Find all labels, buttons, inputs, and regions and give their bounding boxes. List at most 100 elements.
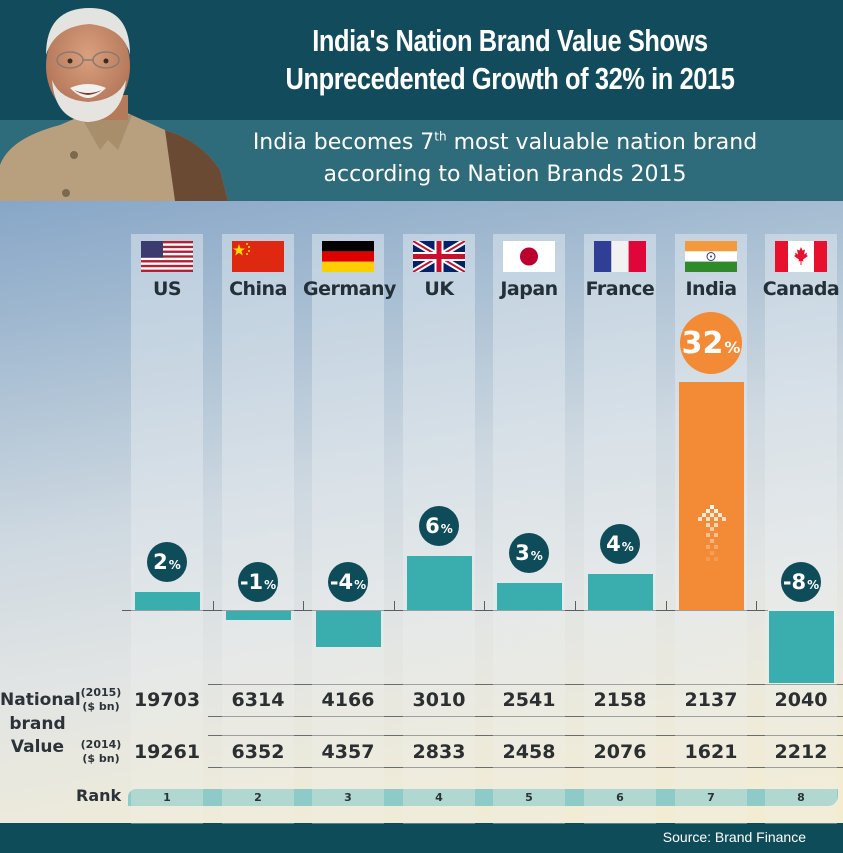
value-2015-china: 6314 xyxy=(231,689,285,711)
growth-badge-uk: 6% xyxy=(419,506,459,546)
value-2014-us: 19261 xyxy=(133,741,201,763)
country-label: Canada xyxy=(762,278,840,300)
rank-value-japan: 5 xyxy=(525,791,533,804)
rank-value-us: 1 xyxy=(163,791,171,804)
bar-canada xyxy=(769,611,834,683)
up-arrow-icon xyxy=(698,505,726,575)
country-label: US xyxy=(152,278,182,300)
portrait-image xyxy=(0,0,230,201)
rank-value-france: 6 xyxy=(616,791,624,804)
growth-value: -8 xyxy=(782,570,807,594)
unit-2015-year: (2015) xyxy=(80,686,122,699)
value-2015-us: 19703 xyxy=(133,689,201,711)
country-label: Japan xyxy=(500,278,558,300)
country-label: France xyxy=(585,278,655,300)
axis-tick xyxy=(756,601,757,610)
subtitle-line-1-pre: India becomes 7 xyxy=(252,130,435,155)
row-label-value: Value xyxy=(10,737,65,757)
value-2014-germany: 4357 xyxy=(321,741,375,763)
axis-tick xyxy=(666,601,667,610)
value-2015-uk: 3010 xyxy=(412,689,466,711)
axis-tick xyxy=(394,601,395,610)
rank-label: Rank xyxy=(76,786,122,805)
value-2015-india: 2137 xyxy=(684,689,738,711)
bar-uk xyxy=(407,556,472,610)
row-label-brand: brand xyxy=(9,714,66,734)
china-flag-icon xyxy=(232,241,284,272)
footer-bar xyxy=(0,823,843,853)
title-line-2: Unprecedented Growth of 32% in 2015 xyxy=(285,61,735,96)
bar-japan xyxy=(497,583,562,610)
axis-tick xyxy=(213,601,214,610)
rank-value-india: 7 xyxy=(707,791,715,804)
unit-2014-year: (2014) xyxy=(80,738,122,751)
column-panel-us xyxy=(131,234,203,824)
growth-value: 3 xyxy=(515,541,530,565)
subtitle-line-1: India becomes 7th most valuable nation b… xyxy=(215,128,795,158)
value-2014-uk: 2833 xyxy=(412,741,466,763)
column-panel-canada xyxy=(765,234,837,824)
japan-flag-icon xyxy=(503,241,555,272)
canada-flag-icon xyxy=(775,241,827,272)
value-2014-japan: 2458 xyxy=(502,741,556,763)
bar-india xyxy=(679,382,744,610)
growth-badge-japan: 3% xyxy=(509,533,549,573)
rank-value-germany: 3 xyxy=(344,791,352,804)
growth-badge-germany: -4% xyxy=(328,562,368,602)
source-credit: Source: Brand Finance xyxy=(662,829,806,845)
subtitle-line-1-post: most valuable nation brand xyxy=(446,130,758,155)
column-panel-china xyxy=(222,234,294,824)
axis-tick xyxy=(575,601,576,610)
unit-2014-currency: ($ bn) xyxy=(82,752,120,765)
header-banner xyxy=(0,0,843,120)
growth-badge-canada: -8% xyxy=(781,562,821,602)
germany-flag-icon xyxy=(322,241,374,272)
value-2014-india: 1621 xyxy=(684,741,738,763)
growth-badge-france: 4% xyxy=(600,524,640,564)
percent-sign: % xyxy=(530,549,543,563)
value-2014-france: 2076 xyxy=(593,741,647,763)
growth-badge-china: -1% xyxy=(238,562,278,602)
france-flag-icon xyxy=(594,241,646,272)
column-panel-japan xyxy=(493,234,565,824)
value-2015-japan: 2541 xyxy=(502,689,556,711)
percent-sign: % xyxy=(724,337,741,357)
country-label: UK xyxy=(424,278,454,300)
bar-us xyxy=(135,592,200,610)
value-2015-germany: 4166 xyxy=(321,689,375,711)
us-flag-icon xyxy=(141,241,193,272)
unit-2015-currency: ($ bn) xyxy=(82,700,120,713)
rank-bar xyxy=(128,789,838,806)
percent-sign: % xyxy=(264,578,277,592)
india-flag-icon xyxy=(685,241,737,272)
growth-value: -4 xyxy=(329,570,354,594)
title-line-1: India's Nation Brand Value Shows xyxy=(312,23,708,58)
bar-germany xyxy=(316,611,381,647)
percent-sign: % xyxy=(807,578,820,592)
country-label: Germany xyxy=(303,278,396,300)
uk-flag-icon xyxy=(413,241,465,272)
percent-sign: % xyxy=(168,558,181,572)
percent-sign: % xyxy=(440,522,453,536)
growth-value: 32 xyxy=(681,325,724,361)
country-label: India xyxy=(685,278,737,300)
value-2014-canada: 2212 xyxy=(774,741,828,763)
country-label: China xyxy=(229,278,287,300)
axis-tick xyxy=(303,601,304,610)
value-2015-canada: 2040 xyxy=(774,689,828,711)
subtitle-line-2: according to Nation Brands 2015 xyxy=(323,162,687,187)
bar-france xyxy=(588,574,653,610)
growth-value: -1 xyxy=(239,570,264,594)
axis-tick xyxy=(484,601,485,610)
rank-value-uk: 4 xyxy=(435,791,443,804)
growth-value: 4 xyxy=(606,532,621,556)
value-2015-france: 2158 xyxy=(593,689,647,711)
growth-badge-us: 2% xyxy=(147,542,187,582)
bar-china xyxy=(226,611,291,620)
growth-value: 6 xyxy=(425,514,440,538)
rank-value-canada: 8 xyxy=(797,791,805,804)
value-2014-china: 6352 xyxy=(231,741,285,763)
growth-value: 2 xyxy=(153,550,168,574)
percent-sign: % xyxy=(354,578,367,592)
growth-badge-india: 32% xyxy=(680,312,742,374)
